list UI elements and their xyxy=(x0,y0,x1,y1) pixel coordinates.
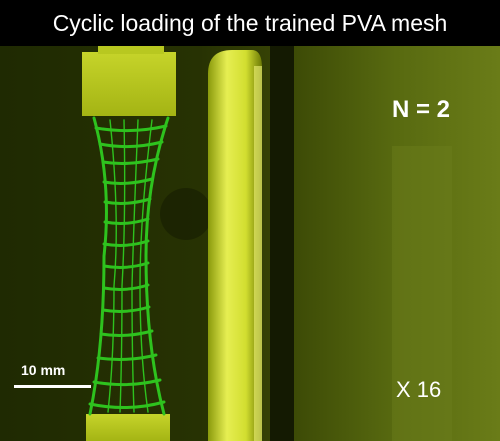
scale-bar-label: 10 mm xyxy=(21,362,66,378)
top-clamp xyxy=(82,52,176,116)
bottom-clamp xyxy=(86,414,170,441)
cycle-count: N = 2 xyxy=(392,96,451,123)
background-circle xyxy=(160,188,212,240)
vertical-rod xyxy=(208,50,262,441)
right-wall-highlight xyxy=(392,146,452,441)
playback-speed: X 16 xyxy=(396,377,442,402)
photo-scene xyxy=(0,46,500,441)
right-wall xyxy=(292,46,500,441)
top-clamp-stem xyxy=(98,46,164,54)
pva-mesh xyxy=(88,116,170,416)
dark-gap xyxy=(270,46,294,441)
rod-edge xyxy=(254,66,262,441)
scale-bar xyxy=(14,385,91,388)
title: Cyclic loading of the trained PVA mesh xyxy=(0,0,500,46)
